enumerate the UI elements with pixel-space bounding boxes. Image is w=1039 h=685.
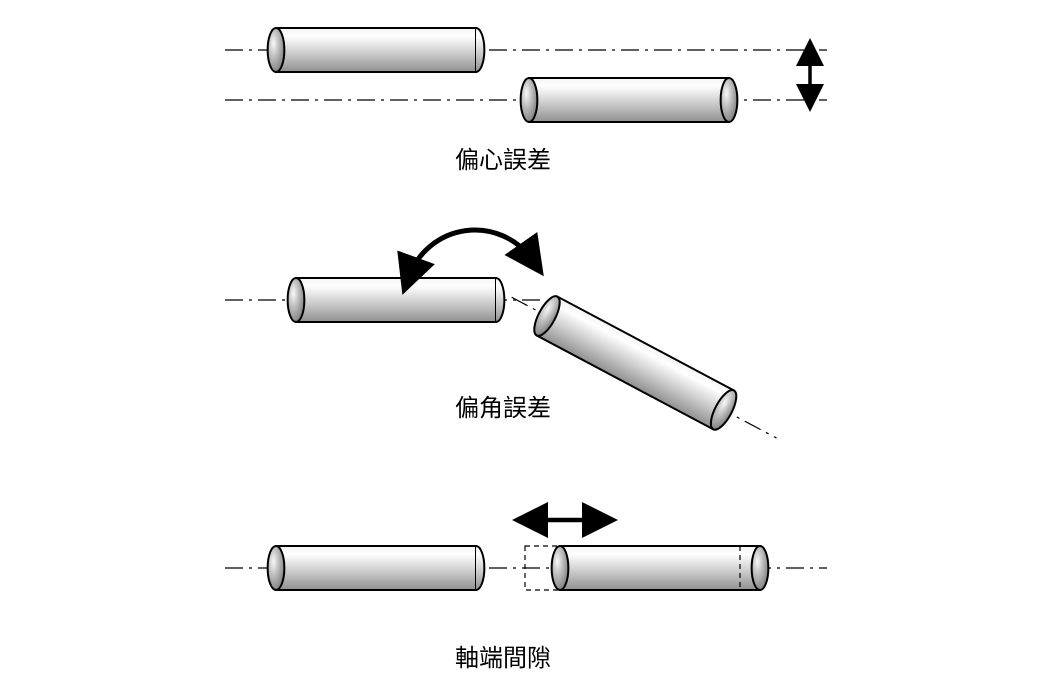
label-fig3: 軸端間隙 [455,638,551,673]
fig3-axial [225,520,827,590]
label-fig2: 偏角誤差 [455,388,551,423]
label-fig1: 偏心誤差 [455,140,551,175]
fig1-offset [225,28,827,122]
